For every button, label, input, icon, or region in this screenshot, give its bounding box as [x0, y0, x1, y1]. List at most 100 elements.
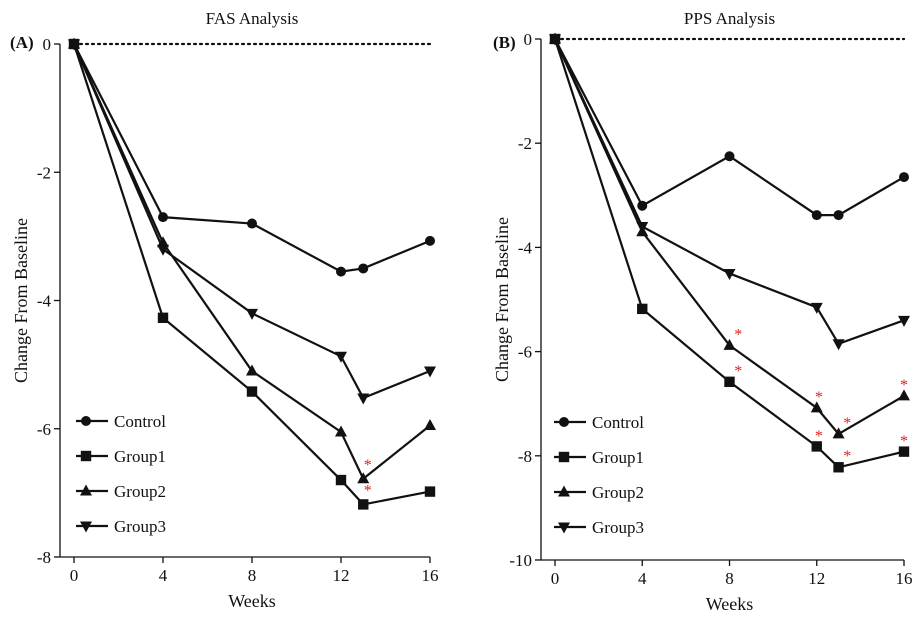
legend-label: Group2 — [114, 482, 166, 501]
chart-panel-0: FAS Analysis (A) 0 -2 -4 -6 -8 0 4 8 12 16 Weeks Chan… — [10, 9, 439, 611]
data-point — [246, 308, 258, 320]
legend: Control Group1 Group2 Group3 — [76, 412, 166, 536]
legend: Control Group1 Group2 Group3 — [554, 413, 644, 537]
y-tick-label: -6 — [518, 343, 532, 362]
x-tick-label: 0 — [551, 569, 560, 588]
data-point — [68, 39, 80, 51]
x-tick-label: 16 — [422, 566, 439, 585]
significance-asterisk: * — [734, 363, 742, 380]
data-point — [424, 366, 436, 378]
x-axis-label: Weeks — [228, 591, 276, 611]
data-point — [424, 419, 436, 431]
x-tick-label: 12 — [808, 569, 825, 588]
data-point — [357, 472, 370, 484]
data-point — [246, 386, 258, 397]
x-tick-label: 4 — [159, 566, 168, 585]
data-point — [157, 312, 169, 324]
legend-label: Group2 — [592, 483, 644, 502]
chart-title: FAS Analysis — [206, 9, 299, 28]
significance-asterisk: * — [734, 326, 742, 343]
y-tick-label: -2 — [518, 134, 532, 153]
legend-label: Group1 — [592, 448, 644, 467]
legend-label: Control — [592, 413, 644, 432]
series-Group1 — [68, 38, 436, 510]
data-point — [549, 34, 561, 46]
significance-asterisk: * — [843, 448, 851, 465]
significance-asterisk: * — [364, 483, 372, 500]
legend-label: Group3 — [114, 517, 166, 536]
data-point — [833, 462, 844, 473]
data-point — [810, 302, 823, 314]
data-point — [335, 474, 347, 486]
significance-asterisk: * — [815, 389, 823, 406]
series-Group3 — [68, 39, 436, 405]
legend-label: Control — [114, 412, 166, 431]
y-tick-label: -6 — [37, 420, 51, 439]
y-tick-label: -4 — [518, 238, 533, 257]
series-Group3 — [549, 34, 910, 351]
data-point — [637, 303, 648, 315]
x-tick-label: 8 — [725, 569, 734, 588]
data-point — [899, 172, 909, 183]
chart-title: PPS Analysis — [684, 9, 775, 28]
significance-asterisk: * — [843, 415, 851, 432]
chart-panel-1: PPS Analysis (B) 0 -2 -4 -6 -8 -10 0 4 8 12 16 Weeks C… — [492, 9, 913, 614]
data-point — [158, 212, 168, 223]
data-point — [724, 151, 735, 162]
legend-marker — [80, 521, 92, 533]
legend-marker — [80, 484, 92, 496]
legend-marker — [81, 416, 91, 426]
legend-label: Group1 — [114, 447, 166, 466]
legend-marker — [558, 522, 570, 534]
data-point — [898, 315, 910, 327]
x-tick-label: 16 — [896, 569, 913, 588]
y-tick-label: -8 — [37, 548, 51, 567]
data-point — [898, 446, 910, 457]
x-tick-label: 8 — [248, 566, 257, 585]
data-point — [425, 235, 435, 246]
y-tick-label: -2 — [37, 163, 51, 182]
series-line — [73, 43, 431, 273]
y-axis-label: Change From Baseline — [11, 218, 31, 383]
data-point — [811, 441, 822, 452]
data-point — [424, 486, 436, 497]
x-axis-label: Weeks — [706, 594, 754, 614]
y-tick-label: -4 — [37, 292, 52, 311]
legend-marker — [559, 417, 569, 427]
series-line — [72, 43, 431, 481]
series-Group1 — [549, 33, 910, 473]
significance-asterisk: * — [364, 457, 372, 474]
y-tick-label: -8 — [518, 447, 532, 466]
series-line — [72, 43, 431, 506]
series-line — [554, 38, 905, 217]
data-point — [246, 364, 258, 376]
panel-label: (A) — [10, 33, 34, 52]
legend-marker — [558, 451, 570, 463]
significance-asterisk: * — [815, 428, 823, 445]
legend-marker — [80, 450, 92, 462]
data-point — [811, 210, 822, 221]
panel-label: (B) — [493, 33, 516, 52]
data-point — [247, 218, 257, 229]
data-point — [832, 339, 845, 351]
series-line — [553, 38, 905, 469]
x-tick-label: 0 — [70, 566, 79, 585]
data-point — [157, 244, 169, 256]
data-point — [810, 401, 823, 413]
x-tick-label: 12 — [333, 566, 350, 585]
data-point — [357, 393, 370, 405]
significance-asterisk: * — [900, 433, 908, 450]
y-tick-label: -10 — [509, 551, 532, 570]
legend-label: Group3 — [592, 518, 644, 537]
data-point — [898, 389, 910, 401]
data-point — [833, 210, 844, 221]
data-point — [723, 268, 736, 280]
series-line — [72, 43, 431, 400]
data-point — [637, 200, 648, 211]
data-point — [636, 222, 649, 234]
series-line — [554, 38, 905, 346]
series-Group2 — [549, 32, 910, 439]
data-point — [335, 351, 347, 363]
series-line — [553, 38, 905, 436]
